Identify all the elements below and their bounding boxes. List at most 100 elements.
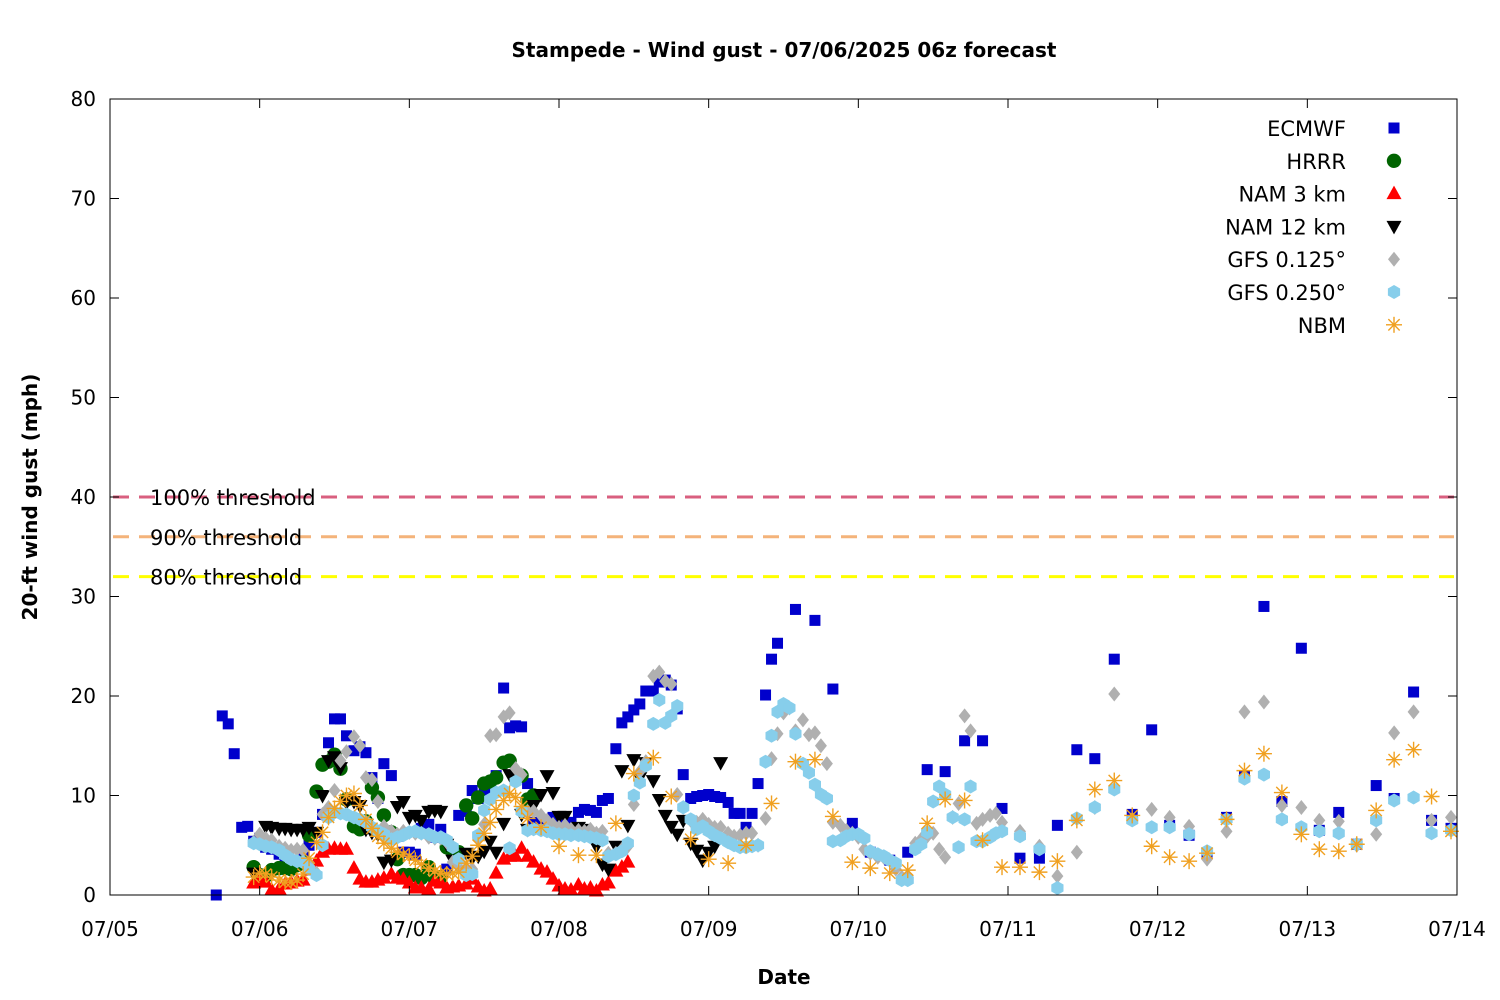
data-point bbox=[657, 809, 673, 824]
star-stroke bbox=[1182, 855, 1196, 868]
y-tick-label: 0 bbox=[83, 883, 96, 907]
data-point bbox=[435, 823, 447, 835]
data-point bbox=[334, 753, 347, 769]
data-point bbox=[765, 728, 778, 743]
data-point bbox=[608, 863, 624, 877]
data-point bbox=[752, 778, 764, 790]
star-stroke bbox=[921, 817, 934, 830]
data-point bbox=[846, 817, 858, 829]
star-stroke bbox=[515, 800, 528, 813]
data-point bbox=[814, 738, 827, 754]
star-stroke bbox=[259, 867, 272, 881]
data-point bbox=[323, 737, 335, 749]
data-point bbox=[1388, 725, 1401, 741]
data-point bbox=[964, 723, 977, 739]
legend-label: GFS 0.250° bbox=[1227, 281, 1346, 305]
data-point bbox=[651, 793, 667, 808]
data-point bbox=[578, 803, 590, 815]
star-stroke bbox=[466, 850, 479, 863]
data-point bbox=[889, 856, 902, 871]
data-point bbox=[433, 805, 449, 820]
star-stroke bbox=[572, 849, 585, 862]
data-point bbox=[533, 819, 550, 836]
data-point bbox=[1332, 813, 1345, 829]
data-point bbox=[901, 873, 914, 888]
data-point bbox=[996, 824, 1009, 839]
data-point bbox=[507, 789, 524, 806]
data-point bbox=[360, 747, 372, 759]
star-stroke bbox=[365, 822, 379, 835]
data-point bbox=[504, 722, 516, 734]
data-point bbox=[1386, 185, 1402, 200]
data-point bbox=[584, 804, 596, 816]
data-point bbox=[1033, 852, 1045, 864]
data-point bbox=[365, 772, 378, 788]
data-point bbox=[858, 831, 871, 846]
star-stroke bbox=[552, 840, 566, 853]
data-point bbox=[759, 754, 772, 769]
data-point bbox=[921, 764, 933, 776]
data-point bbox=[996, 802, 1008, 814]
star-stroke bbox=[1088, 783, 1101, 796]
data-point bbox=[376, 808, 392, 823]
data-point bbox=[510, 720, 522, 732]
star-stroke bbox=[1220, 813, 1233, 826]
star-stroke bbox=[627, 767, 640, 780]
data-point bbox=[946, 810, 959, 825]
star-stroke bbox=[958, 794, 971, 807]
data-point bbox=[1443, 823, 1460, 840]
data-point bbox=[881, 865, 898, 882]
data-point bbox=[503, 705, 516, 721]
data-point bbox=[459, 798, 474, 813]
data-point bbox=[490, 727, 503, 743]
data-point bbox=[789, 726, 802, 741]
star-stroke bbox=[826, 810, 840, 823]
data-point bbox=[627, 788, 640, 803]
data-point bbox=[746, 825, 759, 841]
data-point bbox=[242, 820, 254, 832]
data-point bbox=[1295, 799, 1308, 815]
data-point bbox=[1445, 809, 1458, 825]
data-point bbox=[820, 791, 833, 806]
star-stroke bbox=[296, 867, 310, 881]
y-tick-label: 10 bbox=[71, 784, 96, 808]
data-point bbox=[1071, 744, 1083, 756]
legend-label: GFS 0.125° bbox=[1227, 248, 1346, 272]
data-point bbox=[539, 770, 555, 784]
data-point bbox=[310, 868, 323, 883]
data-point bbox=[645, 749, 662, 766]
data-point bbox=[671, 787, 684, 803]
data-point bbox=[703, 789, 715, 801]
star-stroke bbox=[272, 873, 286, 887]
data-point bbox=[340, 744, 353, 760]
star-stroke bbox=[938, 793, 952, 806]
star-stroke bbox=[1387, 318, 1401, 331]
data-point bbox=[329, 713, 340, 725]
data-point bbox=[488, 801, 505, 818]
data-point bbox=[663, 788, 680, 805]
data-point bbox=[1033, 842, 1046, 857]
data-point bbox=[466, 867, 479, 882]
data-point bbox=[622, 711, 634, 723]
star-stroke bbox=[310, 836, 323, 849]
data-point bbox=[482, 881, 498, 895]
data-point bbox=[620, 854, 636, 868]
legend-label: NAM 12 km bbox=[1225, 215, 1346, 239]
data-point bbox=[1313, 824, 1326, 839]
data-point bbox=[315, 790, 331, 804]
data-point bbox=[958, 708, 971, 724]
data-point bbox=[1145, 801, 1158, 817]
data-point bbox=[1405, 741, 1422, 758]
x-tick-label: 07/05 bbox=[81, 917, 139, 941]
data-point bbox=[496, 817, 512, 832]
star-stroke bbox=[403, 850, 416, 863]
data-point bbox=[809, 614, 821, 626]
data-point bbox=[808, 777, 821, 792]
data-point bbox=[600, 875, 616, 889]
data-point bbox=[665, 676, 678, 692]
star-stroke bbox=[452, 865, 465, 879]
star-stroke bbox=[1407, 743, 1420, 756]
data-point bbox=[625, 765, 642, 782]
data-point bbox=[607, 815, 624, 832]
star-stroke bbox=[322, 811, 335, 824]
